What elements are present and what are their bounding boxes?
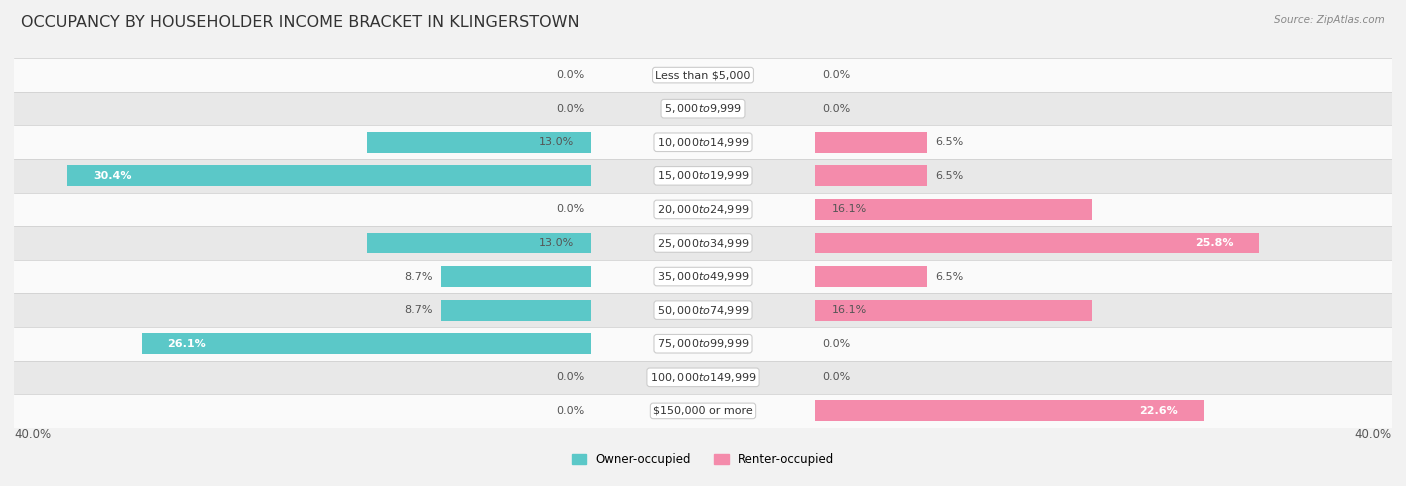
Text: 0.0%: 0.0% <box>555 205 583 214</box>
Text: 0.0%: 0.0% <box>555 70 583 80</box>
Bar <box>367 132 591 153</box>
Text: 13.0%: 13.0% <box>538 238 574 248</box>
Bar <box>6 394 1400 428</box>
Text: 6.5%: 6.5% <box>935 137 963 147</box>
Bar <box>6 192 1400 226</box>
Bar <box>6 260 1400 294</box>
Bar <box>441 266 591 287</box>
Text: 30.4%: 30.4% <box>93 171 132 181</box>
Bar <box>6 58 1400 92</box>
Text: 0.0%: 0.0% <box>823 104 851 114</box>
Bar <box>6 226 1400 260</box>
Bar <box>815 300 1092 321</box>
Bar <box>815 266 927 287</box>
Bar <box>6 92 1400 125</box>
Bar <box>441 300 591 321</box>
Bar <box>6 294 1400 327</box>
Text: 0.0%: 0.0% <box>823 70 851 80</box>
Bar <box>67 165 591 186</box>
Bar <box>6 159 1400 192</box>
Text: 8.7%: 8.7% <box>404 272 433 281</box>
Bar <box>815 132 927 153</box>
Bar <box>367 233 591 253</box>
Text: $20,000 to $24,999: $20,000 to $24,999 <box>657 203 749 216</box>
Text: Less than $5,000: Less than $5,000 <box>655 70 751 80</box>
Text: 40.0%: 40.0% <box>14 428 51 441</box>
Text: 8.7%: 8.7% <box>404 305 433 315</box>
Text: 0.0%: 0.0% <box>555 406 583 416</box>
Text: 6.5%: 6.5% <box>935 171 963 181</box>
Text: 40.0%: 40.0% <box>1355 428 1392 441</box>
Bar <box>815 400 1204 421</box>
Bar <box>6 125 1400 159</box>
Bar <box>142 333 591 354</box>
Text: 16.1%: 16.1% <box>832 305 868 315</box>
Text: 16.1%: 16.1% <box>832 205 868 214</box>
Legend: Owner-occupied, Renter-occupied: Owner-occupied, Renter-occupied <box>572 453 834 466</box>
Text: Source: ZipAtlas.com: Source: ZipAtlas.com <box>1274 15 1385 25</box>
Text: $15,000 to $19,999: $15,000 to $19,999 <box>657 169 749 182</box>
Text: $10,000 to $14,999: $10,000 to $14,999 <box>657 136 749 149</box>
Bar <box>815 199 1092 220</box>
Text: 22.6%: 22.6% <box>1140 406 1178 416</box>
Text: 0.0%: 0.0% <box>555 372 583 382</box>
Text: OCCUPANCY BY HOUSEHOLDER INCOME BRACKET IN KLINGERSTOWN: OCCUPANCY BY HOUSEHOLDER INCOME BRACKET … <box>21 15 579 30</box>
Bar <box>6 327 1400 361</box>
Text: $100,000 to $149,999: $100,000 to $149,999 <box>650 371 756 384</box>
Text: 0.0%: 0.0% <box>823 372 851 382</box>
Text: $25,000 to $34,999: $25,000 to $34,999 <box>657 237 749 249</box>
Text: $5,000 to $9,999: $5,000 to $9,999 <box>664 102 742 115</box>
Bar <box>6 361 1400 394</box>
Text: 0.0%: 0.0% <box>823 339 851 349</box>
Bar <box>815 233 1260 253</box>
Text: 13.0%: 13.0% <box>538 137 574 147</box>
Bar <box>815 165 927 186</box>
Text: 26.1%: 26.1% <box>167 339 207 349</box>
Text: 0.0%: 0.0% <box>555 104 583 114</box>
Text: $35,000 to $49,999: $35,000 to $49,999 <box>657 270 749 283</box>
Text: $50,000 to $74,999: $50,000 to $74,999 <box>657 304 749 317</box>
Text: $75,000 to $99,999: $75,000 to $99,999 <box>657 337 749 350</box>
Text: 6.5%: 6.5% <box>935 272 963 281</box>
Text: $150,000 or more: $150,000 or more <box>654 406 752 416</box>
Text: 25.8%: 25.8% <box>1195 238 1233 248</box>
